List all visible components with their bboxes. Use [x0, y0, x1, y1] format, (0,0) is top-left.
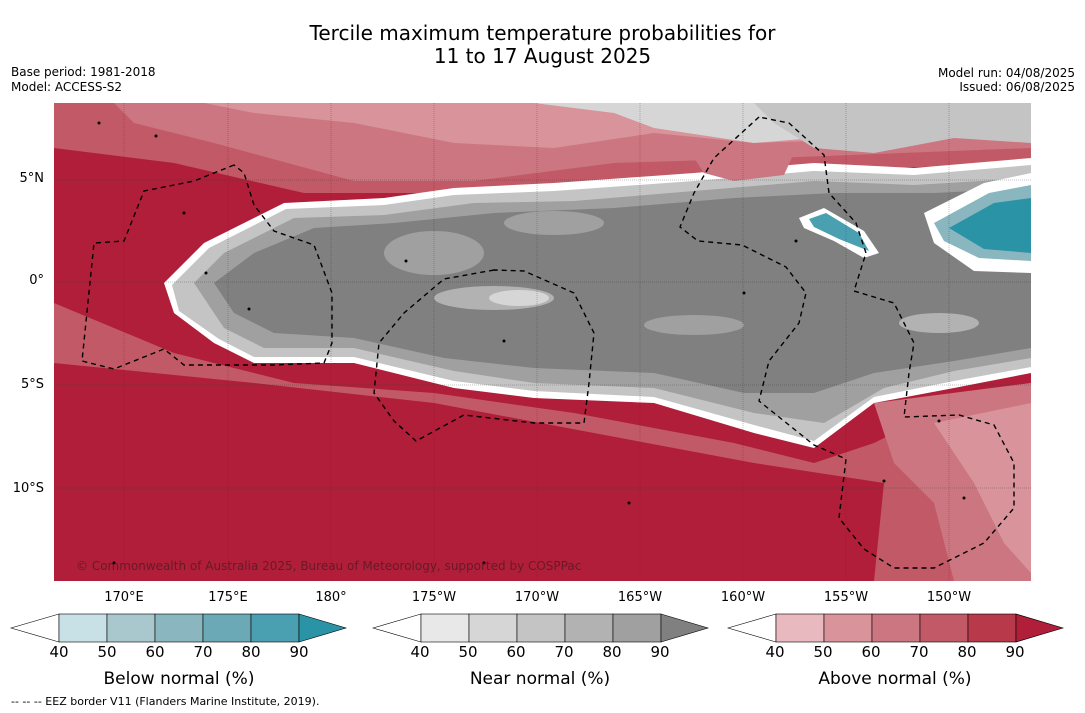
cb0-tick-90: 90 [289, 643, 309, 661]
copyright-notice: © Commonwealth of Australia 2025, Bureau… [76, 559, 582, 573]
below-normal-patch-center-inner [809, 213, 869, 251]
cb2-tick-60: 60 [861, 643, 881, 661]
map-title-line2: 11 to 17 August 2025 [433, 44, 652, 68]
lat-label-5s: 5°S [20, 377, 44, 392]
colorbar-above-normal [727, 613, 1065, 643]
colorbar-title-above-normal: Above normal (%) [818, 669, 972, 689]
below-normal-patch-east-core [949, 198, 1031, 253]
model-run-label: Model run: 04/08/2025 [937, 66, 1075, 80]
cb0-tick-40: 40 [49, 643, 69, 661]
lon-label-175e: 175°E [208, 590, 248, 605]
colorbar-segment [775, 613, 825, 643]
colorbar-segment [919, 613, 969, 643]
cb2-tick-70: 70 [909, 643, 929, 661]
cb1-tick-50: 50 [458, 643, 478, 661]
near-normal-patch-north [504, 211, 604, 235]
map-title-line1: Tercile maximum temperature probabilitie… [309, 21, 776, 45]
colorbar-segment [1015, 613, 1065, 643]
colorbar-segment [564, 613, 614, 643]
cb1-tick-90: 90 [650, 643, 670, 661]
base-period-label: Base period: 1981-2018 [11, 65, 156, 79]
cb1-tick-70: 70 [554, 643, 574, 661]
above-normal-south-70 [54, 303, 1031, 581]
lon-label-175w: 175°W [411, 590, 457, 605]
cb0-tick-50: 50 [97, 643, 117, 661]
lon-label-155w: 155°W [823, 590, 869, 605]
colorbar-near-normal [372, 613, 710, 643]
cb2-tick-40: 40 [765, 643, 785, 661]
colorbar-segment [372, 613, 422, 643]
colorbar-segment [727, 613, 777, 643]
lat-label-equator: 0° [29, 273, 44, 288]
colorbar-segment [298, 613, 348, 643]
lon-label-170w: 170°W [514, 590, 560, 605]
near-normal-patch-lighter [489, 290, 549, 306]
colorbar-segment [516, 613, 566, 643]
cb0-tick-60: 60 [145, 643, 165, 661]
near-normal-patch-center [644, 315, 744, 335]
model-label: Model: ACCESS-S2 [11, 80, 123, 94]
colorbar-segment [250, 613, 300, 643]
cb2-tick-90: 90 [1005, 643, 1025, 661]
eez-borders [81, 116, 1015, 569]
near-normal-north-mid [754, 103, 1031, 153]
lon-label-170e: 170°E [104, 590, 144, 605]
cb1-tick-60: 60 [506, 643, 526, 661]
lon-label-160w: 160°W [720, 590, 766, 605]
colorbar-segment [58, 613, 108, 643]
colorbar-below-normal [10, 613, 348, 643]
lon-label-180: 180° [315, 590, 347, 605]
lat-label-5n: 5°N [19, 171, 45, 186]
eez-footnote: -- -- -- EEZ border V11 (Flanders Marine… [11, 695, 320, 708]
colorbar-segment [967, 613, 1017, 643]
above-normal-pocket-north [694, 151, 794, 181]
graticule [54, 103, 1031, 581]
near-normal-patch-east [899, 313, 979, 333]
colorbar-segment [202, 613, 252, 643]
colorbar-segment [420, 613, 470, 643]
issued-label: Issued: 06/08/2025 [959, 80, 1075, 94]
cb1-tick-40: 40 [410, 643, 430, 661]
island-marks [97, 121, 966, 565]
colorbar-segment [154, 613, 204, 643]
colorbar-segment [871, 613, 921, 643]
colorbar-title-near-normal: Near normal (%) [469, 669, 611, 689]
cb0-tick-80: 80 [241, 643, 261, 661]
colorbar-segment [823, 613, 873, 643]
cb2-tick-50: 50 [813, 643, 833, 661]
colorbar-segment [612, 613, 662, 643]
lat-label-10s: 10°S [12, 481, 44, 496]
lon-label-165w: 165°W [617, 590, 663, 605]
lon-label-150w: 150°W [926, 590, 972, 605]
probability-map [54, 103, 1031, 581]
colorbar-title-below-normal: Below normal (%) [103, 669, 255, 689]
colorbar-segment [468, 613, 518, 643]
colorbar-segment [106, 613, 156, 643]
colorbar-segment [10, 613, 60, 643]
cb1-tick-80: 80 [602, 643, 622, 661]
colorbar-segment [660, 613, 710, 643]
cb0-tick-70: 70 [193, 643, 213, 661]
cb2-tick-80: 80 [957, 643, 977, 661]
